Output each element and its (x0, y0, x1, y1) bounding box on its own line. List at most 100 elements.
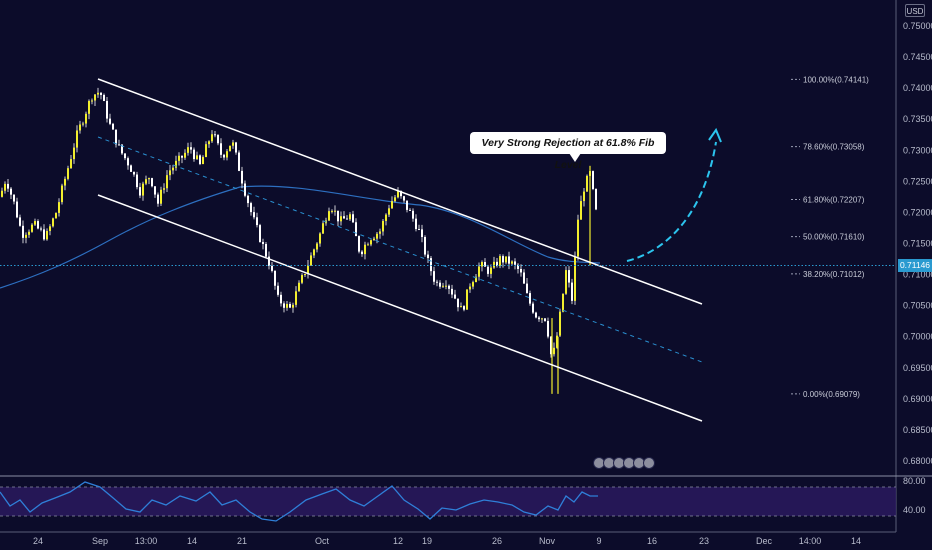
date-tick-label: 14 (187, 536, 197, 546)
candle-body (58, 202, 60, 213)
candle-body (322, 223, 324, 234)
candle-body (481, 262, 483, 267)
date-tick-label: 21 (237, 536, 247, 546)
projection-arrow-head (708, 127, 722, 143)
candle-body (202, 156, 204, 165)
candle-body (445, 285, 447, 287)
candle-body (382, 220, 384, 232)
candle-body (319, 233, 321, 244)
annotation-callout: Very Strong Rejection at 61.8% Fib Level (470, 132, 666, 171)
candle-body (454, 294, 456, 299)
candle-body (484, 262, 486, 267)
candle-body (139, 187, 141, 196)
candle-body (109, 118, 111, 124)
candle-body (25, 234, 27, 238)
candle-body (226, 151, 228, 158)
candle-body (436, 281, 438, 283)
moving-average-line (0, 185, 601, 289)
candle-body (247, 195, 249, 204)
candle-body (415, 218, 417, 230)
date-tick-label: 26 (492, 536, 502, 546)
candle-body (457, 298, 459, 308)
candle-body (22, 225, 24, 238)
candle-body (403, 196, 405, 201)
candle-body (544, 318, 546, 321)
projection-arrow (626, 127, 722, 262)
candle-body (580, 201, 582, 220)
candle-body (367, 244, 369, 246)
candle-body (283, 303, 285, 308)
candle-body (28, 231, 30, 235)
annotation-callout-tail (569, 153, 581, 162)
candle-body (97, 92, 99, 95)
candle-body (4, 183, 6, 191)
candle-body (259, 225, 261, 243)
candle-body (553, 347, 555, 355)
time-axis[interactable]: 24 Sep 13:00 14 21 Oct 12 19 26 Nov 9 16 23 Dec 14:00 1… (33, 536, 861, 546)
candle-body (19, 217, 21, 226)
event-icon (623, 457, 635, 469)
date-tick-label: 13:00 (135, 536, 158, 546)
candle-body (475, 276, 477, 283)
candle-body (178, 155, 180, 161)
candle-body (82, 123, 84, 125)
event-icon (643, 457, 655, 469)
candle-body (547, 320, 549, 337)
candle-body (586, 175, 588, 192)
candle-body (295, 291, 297, 305)
candle-body (91, 100, 93, 102)
candle-body (358, 236, 360, 252)
candle-body (250, 203, 252, 213)
currency-badge[interactable]: USD (905, 4, 925, 17)
candle-body (31, 224, 33, 232)
date-tick-label: 9 (596, 536, 601, 546)
channel-midline (97, 136, 703, 363)
candle-body (244, 183, 246, 196)
candle-body (157, 194, 159, 204)
candle-body (421, 229, 423, 237)
candle-body (13, 194, 15, 202)
candle-body (535, 312, 537, 318)
candle-body (565, 270, 567, 294)
candle-body (496, 261, 498, 266)
candle-body (277, 285, 279, 295)
candle-body (103, 94, 105, 101)
rsi-pane: 80.00 40.00 (0, 476, 926, 522)
events-icons[interactable] (593, 457, 655, 469)
channel-lines (97, 78, 703, 422)
candle-body (532, 303, 534, 313)
candle-body (466, 289, 468, 310)
fib-level-label: 78.60%(0.73058) (803, 143, 865, 152)
date-tick-label: Oct (315, 536, 330, 546)
candle-body (142, 183, 144, 196)
candle-body (286, 303, 288, 308)
candle-body (235, 142, 237, 153)
candle-body (334, 210, 336, 212)
event-icon (603, 457, 615, 469)
rsi-tick-label: 40.00 (903, 505, 926, 515)
candle-body (118, 144, 120, 146)
candle-body (253, 212, 255, 218)
candle-body (316, 243, 318, 250)
candle-body (574, 256, 576, 301)
date-tick-label: 19 (422, 536, 432, 546)
candle-body (472, 282, 474, 287)
candle-body (190, 147, 192, 150)
candle-body (583, 191, 585, 202)
candle-body (442, 285, 444, 287)
candle-body (46, 230, 48, 240)
candle-body (115, 129, 117, 145)
candle-body (460, 306, 462, 308)
candle-body (223, 154, 225, 158)
rsi-tick-label: 80.00 (903, 476, 926, 486)
date-tick-label: 16 (647, 536, 657, 546)
candle-body (55, 212, 57, 219)
